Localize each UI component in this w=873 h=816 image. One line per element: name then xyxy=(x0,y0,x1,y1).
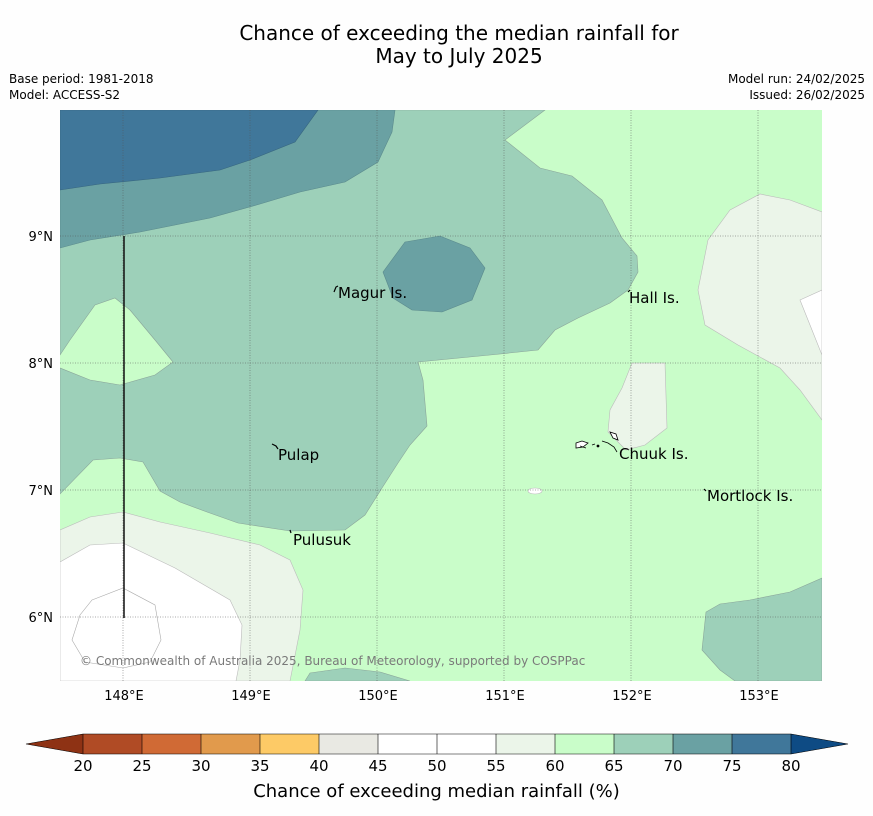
colorbar-bin xyxy=(614,734,673,754)
colorbar-bin xyxy=(496,734,555,754)
lon-label: 152°E xyxy=(612,689,652,704)
map-panel: Magur Is. Hall Is. Pulap Chuuk Is. Mortl… xyxy=(60,110,822,681)
lon-label: 148°E xyxy=(104,689,144,704)
model-name: Model: ACCESS-S2 xyxy=(9,88,121,102)
colorbar: 20 25 30 35 40 45 50 55 60 65 70 75 80 xyxy=(25,733,849,775)
colorbar-bin xyxy=(260,734,319,754)
colorbar-bin xyxy=(732,734,791,754)
title-line-1: Chance of exceeding the median rainfall … xyxy=(239,21,679,45)
colorbar-tick: 75 xyxy=(722,757,741,775)
mortlock-island xyxy=(703,488,707,492)
chuuk-islands xyxy=(575,431,619,453)
contour-55-60-east xyxy=(697,193,822,421)
colorbar-tick: 35 xyxy=(250,757,269,775)
run-info: Model run: 24/02/2025 Issued: 26/02/2025 xyxy=(728,71,865,103)
colorbar-label: Chance of exceeding median rainfall (%) xyxy=(253,781,620,802)
lon-label: 150°E xyxy=(358,689,398,704)
magur-island xyxy=(333,285,339,293)
model-info: Base period: 1981-2018 Model: ACCESS-S2 xyxy=(9,71,154,103)
graticule xyxy=(60,110,822,681)
contour-65-70-southeast xyxy=(701,577,822,681)
pulap-island xyxy=(271,443,279,450)
colorbar-bin xyxy=(673,734,732,754)
colorbar-tick: 40 xyxy=(309,757,328,775)
colorbar-bin xyxy=(378,734,437,754)
lat-label: 9°N xyxy=(29,230,54,245)
lat-label: 7°N xyxy=(29,484,54,499)
colorbar-tick: 45 xyxy=(368,757,387,775)
lon-axis-labels: 148°E 149°E 150°E 151°E 152°E 153°E xyxy=(104,689,779,704)
colorbar-bin xyxy=(437,734,496,754)
place-label-pulap: Pulap xyxy=(278,446,319,464)
model-run-date: Model run: 24/02/2025 xyxy=(727,72,865,86)
colorbar-tick: 20 xyxy=(73,757,92,775)
contour-65-70-south xyxy=(304,667,411,681)
title-line-2: May to July 2025 xyxy=(375,44,543,68)
colorbar-tick: 80 xyxy=(781,757,800,775)
place-label-magur: Magur Is. xyxy=(338,284,407,302)
lat-label: 6°N xyxy=(29,611,54,626)
place-label-hall: Hall Is. xyxy=(629,289,680,307)
colorbar-bin xyxy=(201,734,260,754)
lon-label: 149°E xyxy=(231,689,271,704)
place-label-chuuk: Chuuk Is. xyxy=(619,445,688,463)
lat-label: 8°N xyxy=(29,357,54,372)
copyright-notice: © Commonwealth of Australia 2025, Bureau… xyxy=(80,654,585,668)
contour-45-50 xyxy=(71,587,162,669)
colorbar-tick: 60 xyxy=(545,757,564,775)
colorbar-tick: 30 xyxy=(191,757,210,775)
issued-date: Issued: 26/02/2025 xyxy=(749,88,865,102)
colorbar-bin xyxy=(555,734,614,754)
place-label-mortlock: Mortlock Is. xyxy=(707,487,793,505)
lon-label: 153°E xyxy=(739,689,779,704)
contour-75-80 xyxy=(60,110,319,191)
contour-50-55-east xyxy=(799,289,822,356)
contour-small-spot xyxy=(527,487,543,495)
colorbar-tick: 65 xyxy=(604,757,623,775)
contour-70-75-blob xyxy=(382,235,486,313)
islands xyxy=(271,285,707,534)
lon-label: 151°E xyxy=(485,689,525,704)
colorbar-bin xyxy=(142,734,201,754)
hall-island xyxy=(627,289,631,293)
colorbar-tick: 25 xyxy=(132,757,151,775)
map-title: Chance of exceeding the median rainfall … xyxy=(0,22,873,68)
colorbar-extend-low xyxy=(26,734,83,754)
colorbar-tick: 70 xyxy=(663,757,682,775)
place-label-pulusuk: Pulusuk xyxy=(293,531,351,549)
lat-axis-labels: 9°N 8°N 7°N 6°N xyxy=(29,230,54,626)
colorbar-tick: 55 xyxy=(486,757,505,775)
colorbar-bin xyxy=(83,734,142,754)
colorbar-extend-high xyxy=(791,734,848,754)
colorbar-tick: 50 xyxy=(427,757,446,775)
colorbar-bin xyxy=(319,734,378,754)
contour-55-60-chuuk xyxy=(607,362,668,451)
base-period: Base period: 1981-2018 xyxy=(9,72,154,86)
pulusuk-island xyxy=(289,529,292,534)
